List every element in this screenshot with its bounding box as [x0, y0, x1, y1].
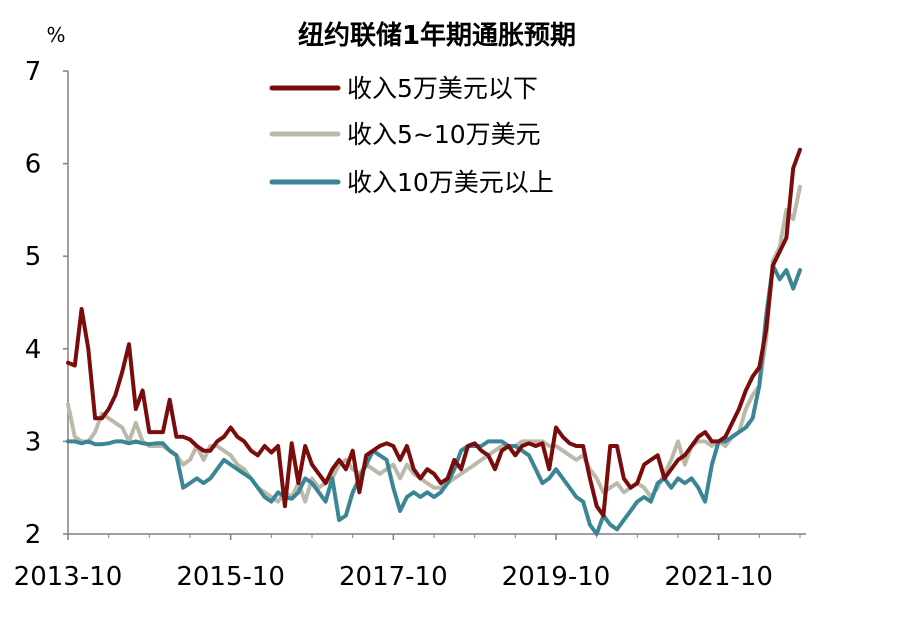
legend-label-0: 收入5万美元以下 — [347, 74, 538, 103]
x-tick-label: 2015-10 — [176, 562, 285, 592]
legend-label-1: 收入5~10万美元 — [347, 120, 541, 149]
x-tick-label: 2019-10 — [502, 562, 611, 592]
y-tick-label: 3 — [25, 427, 42, 457]
chart-title: 纽约联储1年期通胀预期 — [298, 20, 576, 51]
series-line-0 — [66, 147, 802, 518]
x-tick-label: 2021-10 — [664, 562, 773, 592]
y-tick-label: 4 — [25, 335, 42, 365]
series-line-2 — [66, 263, 802, 536]
y-tick-label: 2 — [25, 520, 42, 550]
series-lines — [66, 147, 802, 536]
x-tick-label: 2017-10 — [339, 562, 448, 592]
x-tick-label: 2013-10 — [14, 562, 123, 592]
axes: 2 3 4 5 6 7 2013-10 2015-10 2017-10 2019-10 2021-1… — [14, 57, 806, 592]
y-tick-label: 5 — [25, 242, 42, 272]
legend-label-2: 收入10万美元以上 — [347, 168, 554, 197]
y-tick-label: 7 — [25, 57, 42, 87]
y-unit-label: % — [46, 23, 65, 47]
y-tick-label: 6 — [25, 150, 42, 180]
series-line-1 — [66, 184, 802, 504]
